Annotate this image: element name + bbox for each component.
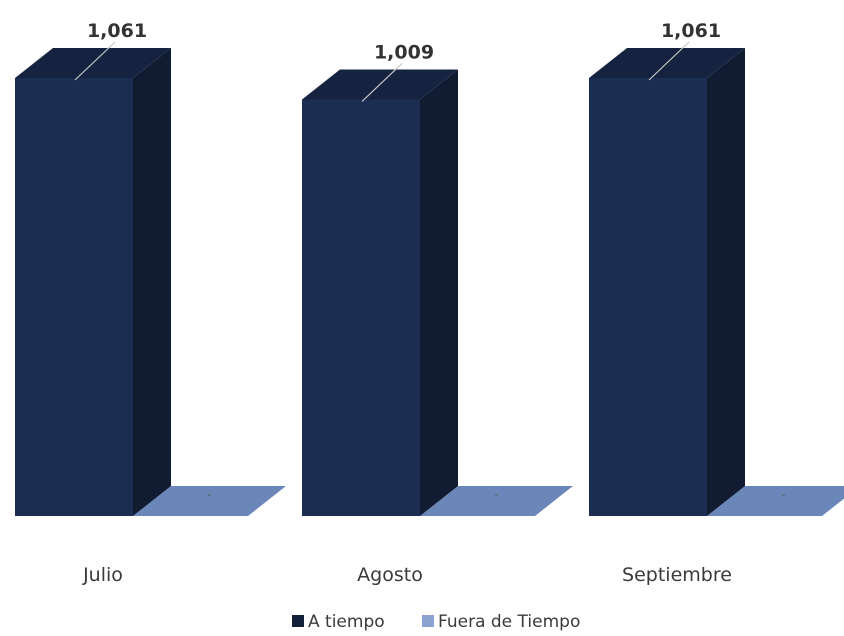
legend: A tiempo Fuera de Tiempo bbox=[292, 612, 580, 632]
data-labels: - 1,061 - 1,009 - 1,061 bbox=[74, 20, 786, 501]
data-label-fuera-de-tiempo-1: - bbox=[495, 488, 499, 501]
bar-side-1 bbox=[420, 69, 458, 516]
bar-side-0 bbox=[133, 48, 171, 516]
legend-swatch-1 bbox=[422, 615, 434, 627]
legend-swatch-0 bbox=[292, 615, 304, 627]
bar-a-tiempo-2 bbox=[589, 48, 745, 516]
bar-front-1 bbox=[302, 99, 420, 516]
data-label-a-tiempo-2: 1,061 bbox=[661, 20, 721, 42]
category-label-1: Agosto bbox=[357, 564, 423, 586]
data-label-a-tiempo-0: 1,061 bbox=[87, 20, 147, 42]
data-label-a-tiempo-1: 1,009 bbox=[374, 41, 434, 63]
legend-label-0: A tiempo bbox=[308, 612, 385, 632]
data-label-fuera-de-tiempo-2: - bbox=[782, 488, 786, 501]
bar-fuera-de-tiempo-1 bbox=[420, 486, 573, 516]
bars bbox=[15, 48, 745, 516]
bar-side-2 bbox=[707, 48, 745, 516]
bar-front-2 bbox=[589, 78, 707, 516]
legend-label-1: Fuera de Tiempo bbox=[438, 612, 580, 632]
category-label-2: Septiembre bbox=[622, 564, 732, 586]
leader-line-2 bbox=[648, 41, 690, 81]
leader-line-0 bbox=[74, 41, 116, 81]
category-labels: Julio Agosto Septiembre bbox=[82, 564, 732, 586]
bar-fuera-de-tiempo-2 bbox=[707, 486, 844, 516]
data-label-fuera-de-tiempo-0: - bbox=[208, 488, 212, 501]
bar-a-tiempo-0 bbox=[15, 48, 171, 516]
bar-floors bbox=[133, 486, 844, 516]
bar-a-tiempo-1 bbox=[302, 69, 458, 516]
leader-line-1 bbox=[361, 63, 403, 102]
category-label-0: Julio bbox=[82, 564, 123, 586]
bar-front-0 bbox=[15, 78, 133, 516]
bar-fuera-de-tiempo-0 bbox=[133, 486, 286, 516]
